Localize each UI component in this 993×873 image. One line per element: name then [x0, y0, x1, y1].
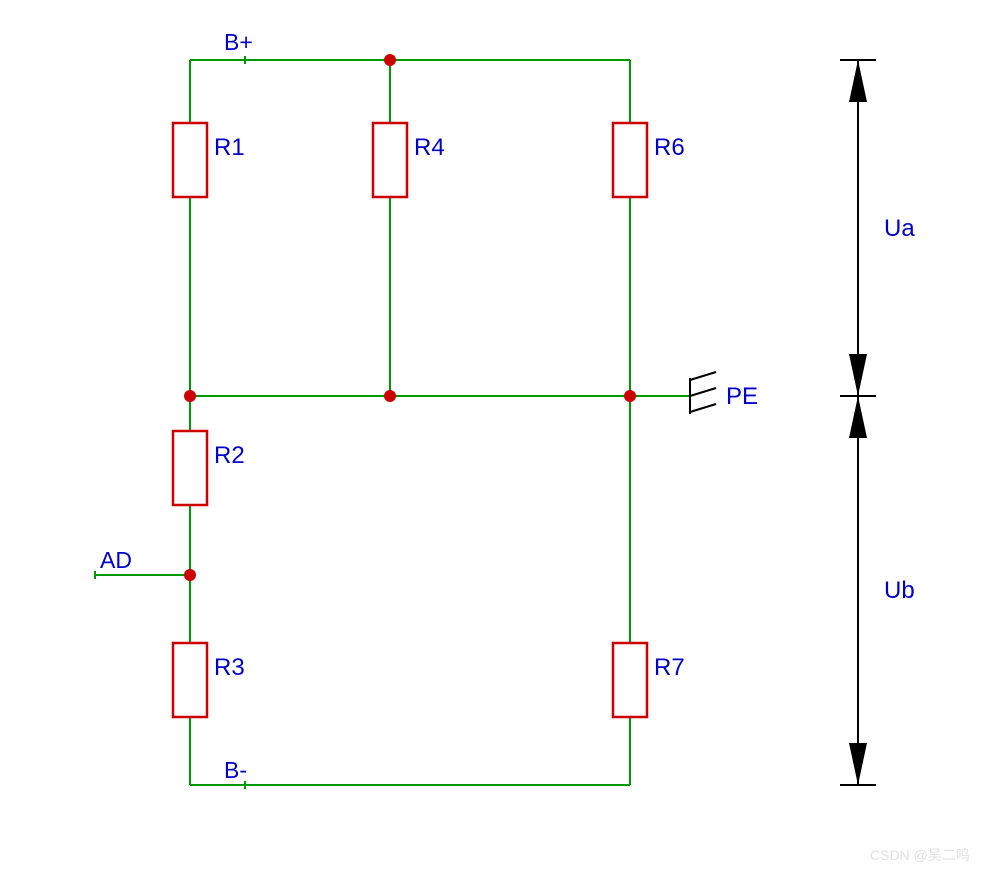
label-r4: R4 [414, 134, 445, 161]
dimension-ua [840, 60, 876, 396]
node-mid-col2 [384, 390, 396, 402]
resistor-r1 [173, 123, 207, 197]
label-r6: R6 [654, 134, 685, 161]
label-b-minus: B- [224, 757, 247, 783]
resistor-r6 [613, 123, 647, 197]
label-b-plus: B+ [224, 29, 253, 55]
resistor-r3 [173, 643, 207, 717]
label-ub: Ub [884, 577, 915, 604]
resistor-r4 [373, 123, 407, 197]
label-r3: R3 [214, 654, 245, 681]
dimension-ub [840, 396, 876, 785]
label-r1: R1 [214, 134, 245, 161]
node-mid-col1 [184, 390, 196, 402]
circuit-schematic: R1 R4 R6 R2 R3 R7 B+ B- AD PE Ua Ub CSDN… [0, 0, 993, 873]
label-pe: PE [726, 383, 758, 410]
pe-ground-icon [690, 372, 716, 414]
label-ad: AD [100, 547, 132, 573]
resistor-r7 [613, 643, 647, 717]
label-ua: Ua [884, 215, 915, 242]
label-r2: R2 [214, 442, 245, 469]
node-ad [184, 569, 196, 581]
label-r7: R7 [654, 654, 685, 681]
watermark: CSDN @吴二鸣 [870, 847, 970, 863]
node-mid-col3 [624, 390, 636, 402]
resistor-r2 [173, 431, 207, 505]
node-top-col2 [384, 54, 396, 66]
